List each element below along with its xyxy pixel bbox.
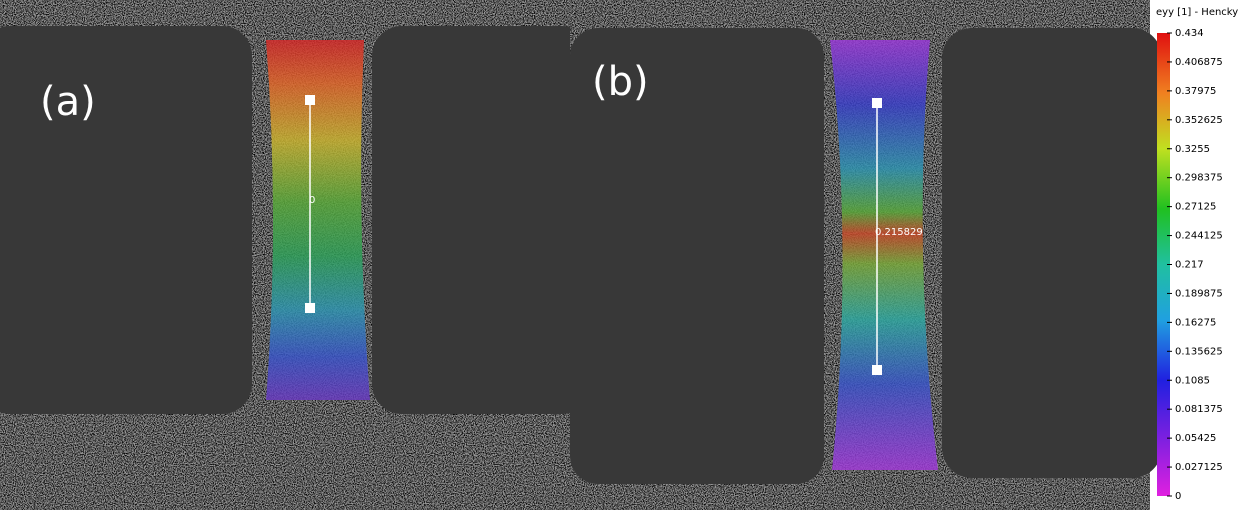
- gauge-point: [305, 303, 315, 313]
- colorbar-tick-label: 0.37975: [1175, 86, 1216, 97]
- gauge-point: [305, 95, 315, 105]
- colorbar-tick-label: 0.027125: [1175, 462, 1223, 473]
- gauge-point: [872, 365, 882, 375]
- panel-b: 0.215829 (b): [570, 0, 1162, 510]
- gauge-point: [872, 98, 882, 108]
- colorbar-tick-label: 0.1085: [1175, 375, 1210, 386]
- colorbar-tick-label: 0: [1175, 491, 1181, 502]
- panel-label: (a): [40, 79, 96, 125]
- panel-label: (b): [592, 59, 649, 105]
- colorbar-tick-label: 0.406875: [1175, 57, 1223, 68]
- strain-field: [266, 40, 370, 400]
- colorbar-title: eyy [1] - Hencky: [1156, 7, 1238, 18]
- colorbar-tick-label: 0.05425: [1175, 433, 1216, 444]
- colorbar: eyy [1] - Hencky 0.434 0.406875 0.37975 0.3…: [1156, 7, 1238, 502]
- colorbar-tick-label: 0.27125: [1175, 202, 1216, 213]
- hole: [372, 26, 592, 414]
- colorbar-tick-label: 0.189875: [1175, 288, 1223, 299]
- colorbar-tick-label: 0.081375: [1175, 404, 1223, 415]
- colorbar-tick-label: 0.434: [1175, 28, 1204, 39]
- panel-a: 0 (a): [0, 0, 592, 510]
- colorbar-tick-label: 0.16275: [1175, 317, 1216, 328]
- hole: [942, 28, 1162, 478]
- strain-field: [830, 40, 938, 470]
- colorbar-tick-label: 0.298375: [1175, 173, 1223, 184]
- colorbar-tick-label: 0.135625: [1175, 346, 1223, 357]
- figure: 0 (a) 0.215829 (b) eyy [1] - Hencky 0.43…: [0, 0, 1254, 510]
- colorbar-tick-label: 0.3255: [1175, 144, 1210, 155]
- gauge-value: 0.215829: [875, 227, 923, 238]
- colorbar-tick-label: 0.244125: [1175, 231, 1223, 242]
- colorbar-tick-label: 0.217: [1175, 260, 1204, 271]
- gauge-value: 0: [309, 195, 315, 206]
- hole: [0, 26, 252, 414]
- colorbar-tick-label: 0.352625: [1175, 115, 1223, 126]
